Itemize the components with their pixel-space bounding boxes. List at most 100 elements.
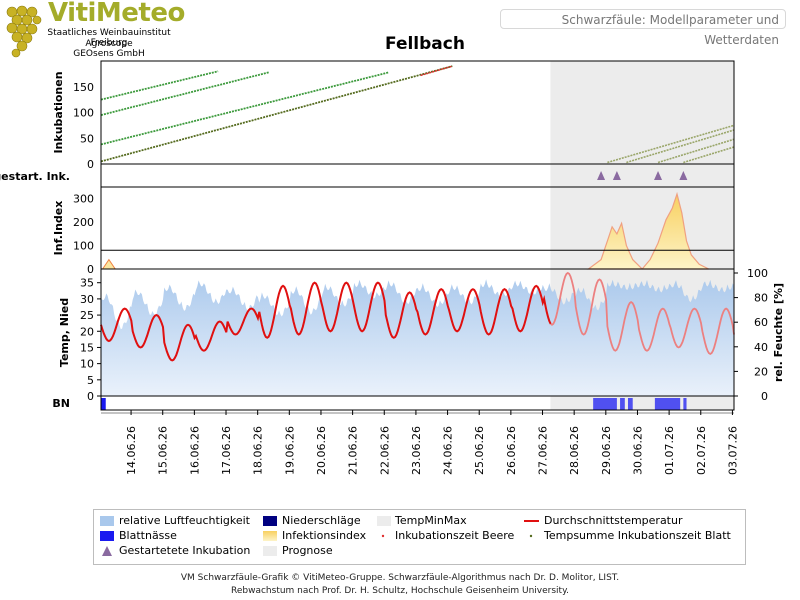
x-tick-label-12: 26.06.26 [505,426,518,475]
x-tick-label-6: 20.06.26 [315,426,328,475]
legend-triangle-icon [102,546,112,556]
legend-swatch-infection [263,531,277,541]
infection-ylabel: Inf.Index [52,201,65,256]
x-tick-label-16: 30.06.26 [631,426,644,475]
x-tick-label-9: 23.06.26 [410,426,423,475]
legend-label-triangle: Gestartetete Inkubation [119,544,251,557]
incubation-ytick-2: 100 [73,107,94,120]
legend-label-beere: Inkubationszeit Beere [395,529,515,542]
legend-swatch-forecast [263,546,277,556]
legend-label-forecast: Prognose [282,544,333,557]
incubation-beere-line [420,65,453,77]
started-incubation-marker-3 [679,171,688,180]
legend-swatch-precip [263,516,277,526]
x-tick-label-18: 02.07.26 [695,426,708,475]
started-incubation-marker-1 [612,171,621,180]
legend-swatch-humidity [100,516,114,526]
chart-title: Fellbach [385,34,465,54]
legend: relative Luftfeuchtigkeit Niederschläge … [93,509,746,565]
x-tick-label-11: 25.06.26 [473,426,486,475]
humidity-ytick-3: 60 [754,316,768,329]
temperature-line [100,281,552,362]
legend-swatch-leafwet [100,531,114,541]
footer-line-1: VM Schwarzfäule-Grafik © VitiMeteo-Grupp… [180,573,620,583]
x-tick-label-13: 27.06.26 [537,426,550,475]
x-tick-label-2: 16.06.26 [188,426,201,475]
x-tick-label-19: 03.07.26 [726,426,739,475]
leaf-wetness-bar-5 [683,398,687,410]
leaf-wetness-bar-4 [654,398,681,410]
started-incubation-marker-0 [597,171,606,180]
infection-ytick-2: 200 [73,216,94,229]
humidity-ylabel: rel. Feuchte [%] [772,283,785,382]
x-tick-label-14: 28.06.26 [568,426,581,475]
logo-line-2: Agroscope [85,39,133,49]
incubation-ytick-0: 0 [87,158,94,171]
legend-label-humidity: relative Luftfeuchtigkeit [119,514,250,527]
leaf-wetness-bar-1 [593,398,617,410]
weather-ytick-2: 10 [80,358,94,371]
incubation-ytick-3: 150 [73,81,94,94]
x-tick-label-17: 01.07.26 [663,426,676,475]
weather-ytick-7: 35 [80,277,94,290]
leaf-wetness-bar-2 [620,398,625,410]
infection-ytick-3: 300 [73,193,94,206]
grape-logo-icon [6,5,42,58]
legend-swatch-blatt [529,534,533,538]
temperature-forecast-line [550,271,735,355]
weather-ytick-4: 20 [80,325,94,338]
footer-credits: VM Schwarzfäule-Grafik © VitiMeteo-Grupp… [0,572,800,598]
footer-line-2: Rebwachstum nach Prof. Dr. H. Schultz, H… [231,586,569,596]
infection-ytick-0: 0 [87,263,94,276]
panel-border-4 [100,395,735,411]
humidity-ytick-4: 80 [754,292,768,305]
logo-wordmark: VitiMeteo [48,0,185,28]
incubation-line-1 [100,71,269,116]
started-incubation-marker-2 [654,171,663,180]
incubation-ylabel: Inkubationen [52,71,65,153]
legend-label-precip: Niederschläge [282,514,361,527]
x-tick-label-3: 17.06.26 [220,426,233,475]
infection-early-peak [101,258,117,270]
incubation-line-2 [100,71,390,146]
leaf-wetness-bar-3 [627,398,633,410]
weather-ylabel: Temp, Nied [58,298,71,367]
x-tick-label-7: 21.06.26 [347,426,360,475]
incubation-forecast-line-2 [657,138,735,164]
x-tick-label-1: 15.06.26 [157,426,170,475]
x-tick-label-4: 18.06.26 [252,426,265,475]
logo-line-3: GEOsens GmbH [73,49,145,59]
humidity-ytick-0: 0 [761,390,768,403]
incubation-forecast-line-1 [626,129,735,164]
weather-ytick-5: 25 [80,309,94,322]
x-tick-label-10: 24.06.26 [442,426,455,475]
legend-swatch-beere [381,534,385,538]
weather-ytick-3: 15 [80,341,94,354]
humidity-ytick-2: 40 [754,341,768,354]
humidity-ytick-5: 100 [747,267,768,280]
legend-label-leafwet: Blattnässe [119,529,177,542]
legend-swatch-tempminmax [377,516,391,526]
weather-ytick-0: 0 [87,390,94,403]
x-tick-label-15: 29.06.26 [600,426,613,475]
x-tick-label-5: 19.06.26 [283,426,296,475]
logo-line-1: Staatliches Weinbauinstitut Freiburg [47,28,171,48]
leaf-wetness-label: BN [52,397,70,410]
incubation-forecast-line-0 [607,124,735,164]
started-incubation-label: gestart. Ink. [0,170,70,183]
leaf-wetness-bar-0 [101,398,106,410]
legend-label-blatt: Tempsumme Inkubationszeit Blatt [544,529,731,542]
incubation-ytick-1: 50 [80,132,94,145]
x-tick-label-8: 22.06.26 [378,426,391,475]
legend-label-avgtemp: Durchschnittstemperatur [544,514,683,527]
weather-ytick-6: 30 [80,293,94,306]
x-tick-label-0: 14.06.26 [125,426,138,475]
legend-label-infection: Infektionsindex [282,529,367,542]
legend-label-tempminmax: TempMinMax [395,514,467,527]
incubation-line-3 [100,65,453,163]
humidity-ytick-1: 20 [754,365,768,378]
infection-ytick-1: 100 [73,240,94,253]
incubation-line-0 [100,70,219,101]
